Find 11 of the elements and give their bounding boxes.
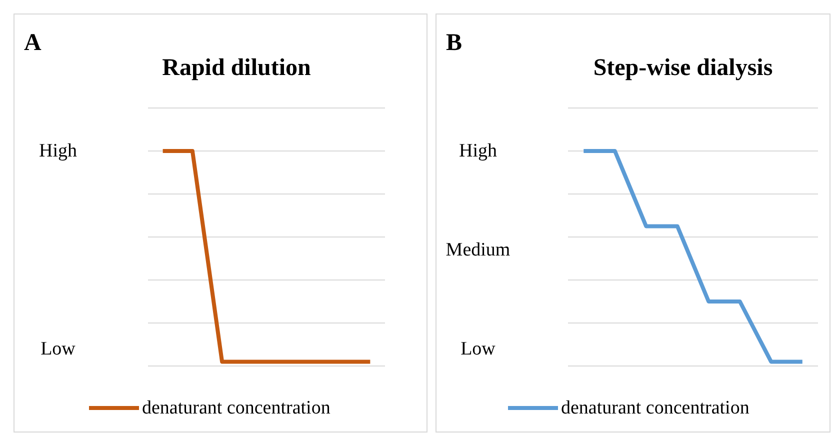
chart-title: Rapid dilution	[162, 55, 311, 81]
text: Medium	[446, 240, 510, 260]
text: Low	[40, 338, 76, 360]
text: B	[446, 30, 462, 56]
text: High	[459, 140, 498, 162]
chart-title: Step-wise dialysis	[593, 55, 773, 81]
text: A	[24, 30, 42, 56]
legend-label: denaturant concentration	[561, 398, 750, 418]
text: Low	[460, 338, 496, 360]
text: High	[39, 140, 78, 162]
legend-label: denaturant concentration	[142, 398, 331, 418]
